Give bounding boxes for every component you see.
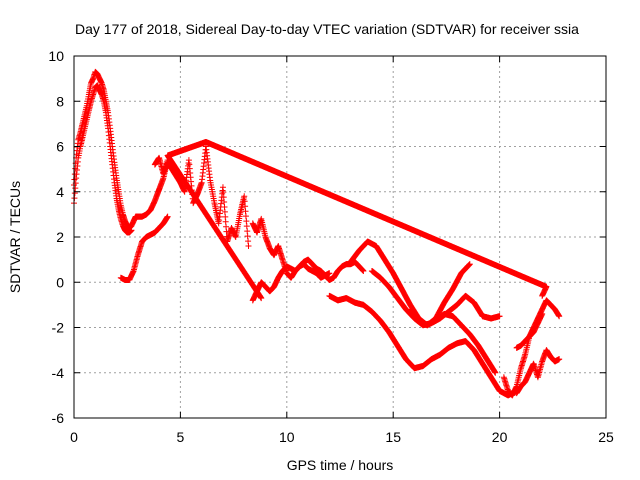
y-tick-label: 4: [56, 184, 64, 200]
data-point: [245, 243, 252, 250]
y-tick-label: 0: [56, 274, 64, 290]
data-point: [128, 227, 135, 234]
data-point: [326, 270, 333, 277]
x-tick-label: 10: [279, 429, 295, 445]
y-tick-label: -4: [52, 365, 65, 381]
x-tick-label: 25: [598, 429, 614, 445]
x-tick-label: 5: [177, 429, 185, 445]
data-point: [492, 369, 499, 376]
y-tick-label: 6: [56, 139, 64, 155]
data-point: [360, 267, 367, 274]
y-tick-label: 10: [48, 48, 64, 64]
y-tick-label: -2: [52, 320, 65, 336]
data-points: [71, 68, 563, 399]
data-point: [164, 213, 171, 220]
y-tick-label: 2: [56, 229, 64, 245]
x-tick-label: 0: [70, 429, 78, 445]
x-axis-label: GPS time / hours: [287, 457, 394, 473]
x-tick-label: 15: [385, 429, 401, 445]
chart-title: Day 177 of 2018, Sidereal Day-to-day VTE…: [75, 21, 579, 37]
y-tick-label: 8: [56, 93, 64, 109]
y-tick-label: -6: [52, 410, 65, 426]
x-tick-label: 20: [492, 429, 508, 445]
y-axis-label: SDTVAR / TECUs: [7, 181, 23, 293]
grid: [74, 56, 606, 418]
